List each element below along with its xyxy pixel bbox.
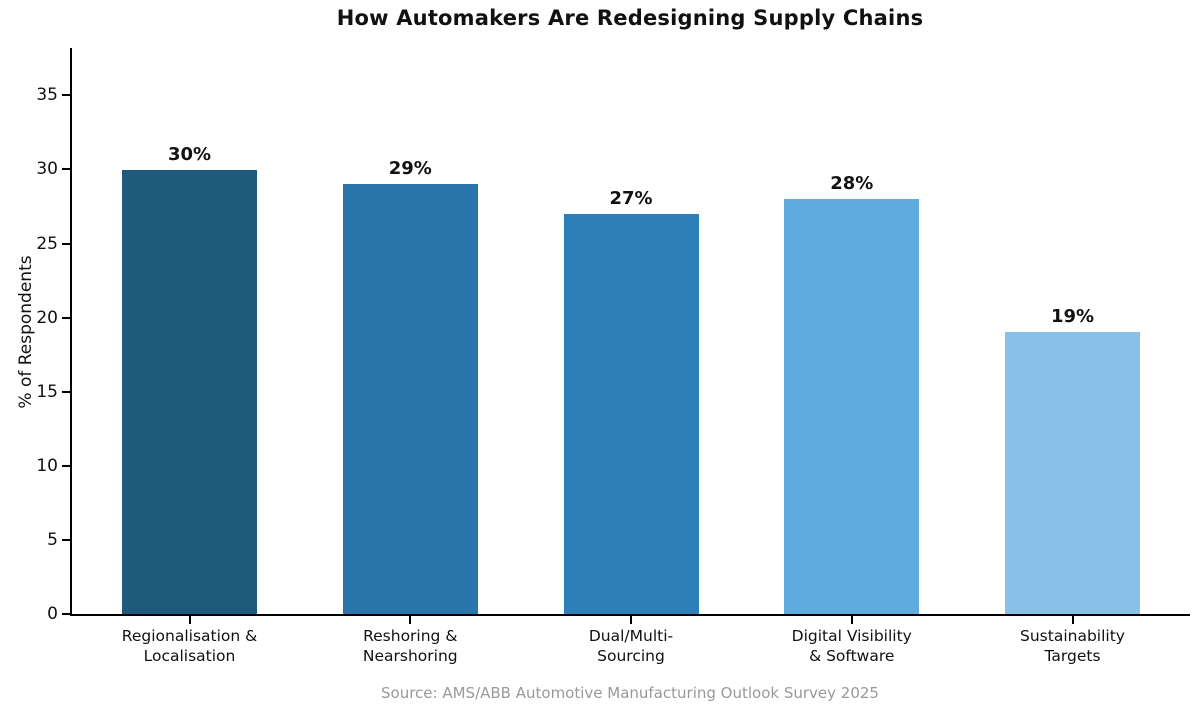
x-category-label: Dual/Multi- Sourcing — [588, 627, 674, 666]
y-tick-mark — [62, 168, 70, 171]
x-tick-mark — [1071, 616, 1074, 624]
bar — [122, 169, 257, 614]
bar-value-label: 29% — [388, 158, 432, 180]
x-category-label: Regionalisation & Localisation — [121, 627, 258, 666]
chart-title: How Automakers Are Redesigning Supply Ch… — [336, 6, 924, 30]
y-tick-mark — [62, 538, 70, 541]
y-tick-mark — [62, 316, 70, 319]
x-tick-mark — [630, 616, 632, 624]
y-tick-mark — [62, 613, 70, 615]
y-tick-mark — [62, 242, 70, 245]
x-category-label: Sustainability Targets — [1020, 627, 1125, 666]
x-tick-mark — [188, 616, 191, 624]
bar-value-label: 19% — [1050, 306, 1095, 328]
y-tick-label: 25 — [36, 233, 58, 254]
y-tick-label: 5 — [47, 529, 58, 550]
y-tick-mark — [62, 390, 70, 393]
bar-value-label: 28% — [830, 173, 874, 195]
x-category-label: Digital Visibility & Software — [791, 627, 912, 666]
x-tick-mark — [850, 616, 853, 624]
bar — [784, 199, 920, 614]
plot-area: 0 5 10 15 20 25 30 35 30% Regionalisation & Local… — [36, 48, 1190, 665]
bar — [342, 184, 478, 614]
y-tick-label: 10 — [36, 455, 58, 476]
y-tick-label: 20 — [36, 307, 58, 328]
y-tick-label: 35 — [36, 85, 58, 106]
bar — [563, 213, 699, 614]
bar-value-label: 27% — [609, 187, 653, 209]
x-category-label: Reshoring & Nearshoring — [362, 627, 458, 666]
y-tick-label: 30 — [36, 159, 58, 180]
x-tick-mark — [409, 616, 412, 624]
source-caption: Source: AMS/ABB Automotive Manufacturing… — [381, 684, 879, 702]
y-tick-label: 15 — [36, 381, 58, 402]
y-tick-mark — [62, 94, 70, 97]
y-tick-mark — [62, 464, 70, 467]
bar-value-label: 30% — [167, 143, 212, 165]
bar — [1005, 332, 1140, 614]
y-tick-label: 0 — [47, 604, 58, 624]
